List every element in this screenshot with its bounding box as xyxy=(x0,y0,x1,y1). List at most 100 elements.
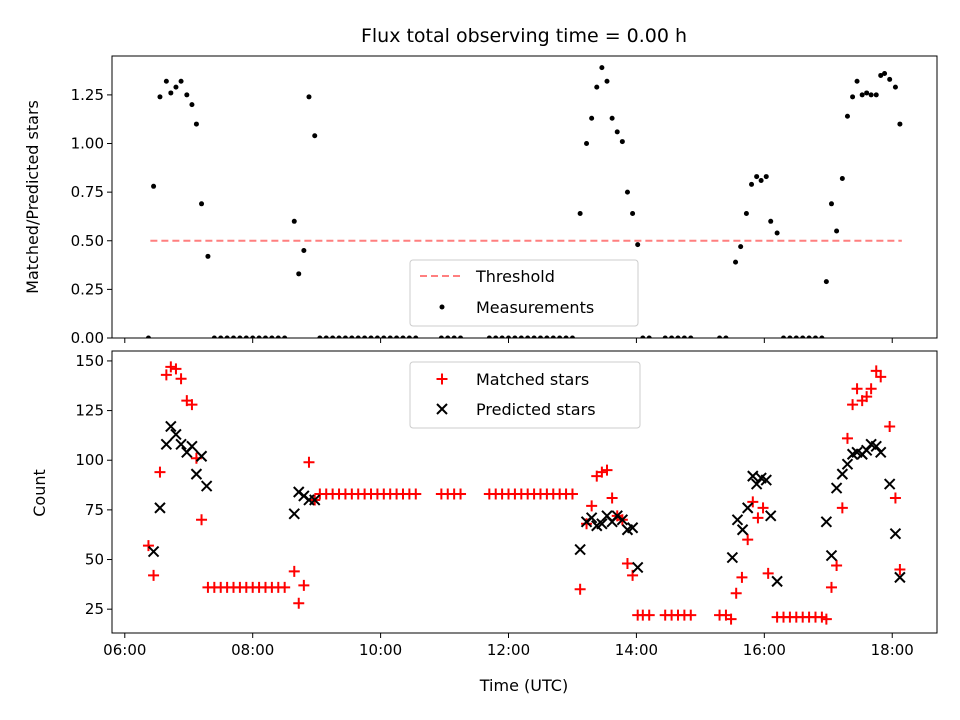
measurements-point xyxy=(178,78,184,84)
measurements-point xyxy=(291,218,297,224)
measurements-point xyxy=(897,121,903,127)
top-ytick-label: 0.50 xyxy=(71,232,104,250)
matched-stars-point xyxy=(186,399,198,411)
predicted-stars-point xyxy=(841,458,854,470)
measurements-point xyxy=(768,218,774,224)
measurements-point xyxy=(362,335,368,338)
predicted-stars-point xyxy=(736,524,749,536)
matched-stars-point xyxy=(601,464,613,476)
matched-stars-point xyxy=(762,567,774,579)
measurements-point xyxy=(584,141,590,147)
measurements-point xyxy=(512,335,518,338)
predicted-stars-point xyxy=(750,478,763,490)
measurements-point xyxy=(499,335,505,338)
measurements-point xyxy=(531,335,537,338)
measurements-point xyxy=(306,94,312,100)
matched-stars-point xyxy=(566,488,578,500)
matched-stars-point xyxy=(621,557,633,569)
measurements-point xyxy=(793,335,799,338)
top-panel: 0.00 0.25 0.50 0.75 1.00 1.25 xyxy=(71,55,938,347)
measurements-point xyxy=(163,78,169,84)
matched-stars-point xyxy=(736,571,748,583)
measurements-point xyxy=(243,335,249,338)
measurements-point xyxy=(624,189,630,195)
measurements-point xyxy=(518,335,524,338)
measurements-point xyxy=(854,78,860,84)
predicted-stars-point xyxy=(309,494,321,506)
measurements-point xyxy=(355,335,361,338)
measurements-point xyxy=(336,335,342,338)
measurements-point xyxy=(589,115,595,121)
measurements-point xyxy=(594,84,600,90)
measurements-point xyxy=(577,211,583,217)
matched-stars-point xyxy=(586,500,598,512)
legend-predicted-label: Predicted stars xyxy=(476,400,596,419)
bottom-data-layer xyxy=(142,361,906,625)
predicted-stars-point xyxy=(190,468,203,480)
measurements-point xyxy=(312,133,318,139)
predicted-stars-point xyxy=(170,428,182,441)
measurements-point xyxy=(199,201,205,207)
measurements-point xyxy=(609,115,615,121)
measurements-point xyxy=(781,335,787,338)
legend-measurements-label: Measurements xyxy=(476,298,594,317)
measurements-point xyxy=(438,335,444,338)
top-ytick-label: 0.00 xyxy=(71,329,104,347)
predicted-stars-point xyxy=(760,474,772,486)
measurements-point xyxy=(557,335,563,338)
measurements-point xyxy=(151,183,157,189)
predicted-stars-point xyxy=(830,482,843,494)
measurements-point xyxy=(189,102,195,108)
predicted-stars-point xyxy=(825,549,838,562)
measurements-point xyxy=(282,335,288,338)
matched-stars-point xyxy=(170,363,182,375)
measurements-point xyxy=(157,94,163,100)
measurements-point xyxy=(205,253,211,259)
measurements-point xyxy=(569,335,575,338)
bottom-xtick-label: 10:00 xyxy=(359,641,402,659)
measurements-point xyxy=(301,247,307,253)
measurements-point xyxy=(173,84,179,90)
measurements-point xyxy=(342,335,348,338)
matched-stars-point xyxy=(148,569,160,581)
predicted-stars-point xyxy=(288,508,300,520)
matched-stars-point xyxy=(279,581,291,593)
top-ytick-label: 0.75 xyxy=(71,183,104,201)
predicted-stars-point xyxy=(747,470,759,482)
measurements-point xyxy=(868,92,874,98)
measurements-point xyxy=(256,335,262,338)
measurements-point xyxy=(892,84,898,90)
matched-stars-point xyxy=(196,514,208,526)
predicted-stars-point xyxy=(820,516,833,528)
predicted-stars-point xyxy=(596,518,608,530)
measurements-point xyxy=(646,335,652,338)
measurements-point xyxy=(619,139,625,145)
top-y-axis-label: Matched/Predicted stars xyxy=(23,100,42,294)
measurements-point xyxy=(451,335,457,338)
measurements-point xyxy=(231,335,237,338)
measurements-point xyxy=(525,335,531,338)
measurements-point xyxy=(774,230,780,236)
matched-stars-point xyxy=(730,587,742,599)
bottom-legend-box xyxy=(409,361,641,429)
measurements-point xyxy=(387,335,393,338)
bottom-xtick-label: 16:00 xyxy=(743,641,786,659)
matched-stars-point xyxy=(643,609,655,621)
measurements-point xyxy=(635,242,641,248)
matched-stars-point xyxy=(894,563,906,575)
measurements-point xyxy=(184,92,190,98)
measurements-point xyxy=(723,335,729,338)
measurements-point xyxy=(544,335,550,338)
measurements-point xyxy=(749,181,755,187)
measurements-point xyxy=(819,335,825,338)
predicted-stars-point xyxy=(160,438,173,451)
measurements-point xyxy=(394,335,400,338)
measurements-point xyxy=(374,335,380,338)
measurements-point xyxy=(850,94,856,100)
measurements-point xyxy=(458,335,464,338)
predicted-stars-point xyxy=(894,571,906,584)
measurements-point xyxy=(828,201,834,207)
measurements-point xyxy=(733,259,739,265)
measurements-point xyxy=(506,335,512,338)
